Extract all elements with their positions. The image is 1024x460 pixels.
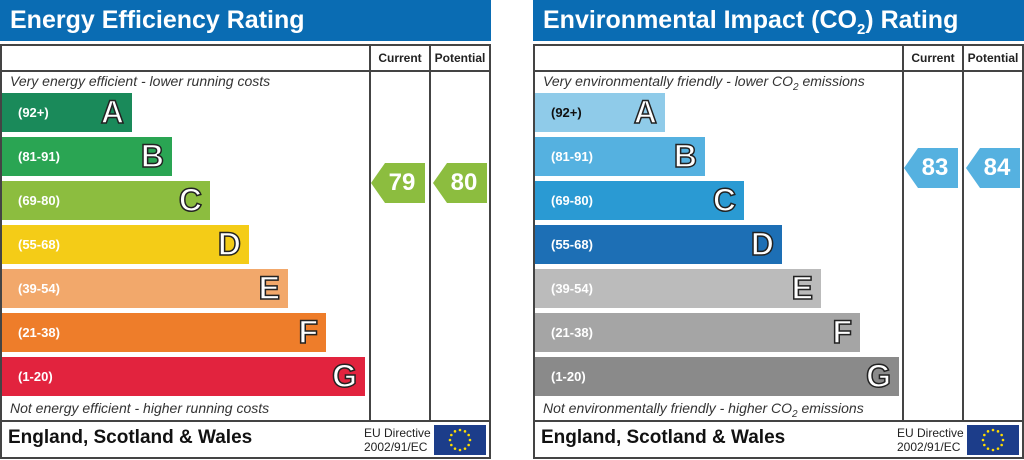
band-range: (21-38)	[18, 325, 60, 340]
directive-number: 2002/91/EC	[897, 440, 961, 454]
energy-rating-panel: Energy Efficiency Rating Current Potential…	[0, 0, 491, 460]
row-divider	[0, 420, 491, 422]
band-letter: C	[178, 181, 203, 219]
band-letter: E	[258, 269, 281, 307]
band-e: (39-54) E	[535, 269, 821, 308]
band-b: (81-91) B	[535, 137, 705, 176]
column-header-potential: Potential	[967, 51, 1019, 65]
current-rating-arrow: 83	[904, 148, 958, 188]
top-caption: Very environmentally friendly - lower CO…	[543, 73, 865, 93]
band-letter: D	[217, 225, 242, 263]
rating-table	[533, 44, 1024, 459]
band-f: (21-38) F	[535, 313, 860, 352]
band-b: (81-91) B	[2, 137, 172, 176]
band-range: (1-20)	[18, 369, 53, 384]
band-letter: A	[633, 93, 658, 131]
row-divider	[0, 70, 491, 72]
eu-flag-icon	[967, 425, 1019, 455]
band-range: (81-91)	[18, 149, 60, 164]
bottom-caption: Not energy efficient - higher running co…	[10, 400, 270, 416]
band-range: (39-54)	[551, 281, 593, 296]
row-divider	[533, 420, 1024, 422]
band-d: (55-68) D	[2, 225, 249, 264]
top-caption: Very energy efficient - lower running co…	[10, 73, 271, 89]
band-range: (69-80)	[18, 193, 60, 208]
band-range: (92+)	[18, 105, 49, 120]
band-range: (69-80)	[551, 193, 593, 208]
eu-directive: EU Directive 2002/91/EC	[897, 426, 964, 454]
band-a: (92+) A	[2, 93, 132, 132]
directive-line: EU Directive	[897, 426, 964, 440]
bottom-caption: Not environmentally friendly - higher CO…	[543, 400, 864, 420]
band-letter: G	[865, 357, 891, 395]
directive-line: EU Directive	[364, 426, 431, 440]
band-letter: A	[100, 93, 125, 131]
panel-title: Energy Efficiency Rating	[0, 0, 491, 41]
co2-rating-panel: Environmental Impact (CO2) Rating Current…	[533, 0, 1024, 460]
eu-flag-icon	[434, 425, 486, 455]
column-divider	[902, 44, 904, 420]
panel-title: Environmental Impact (CO2) Rating	[533, 0, 1024, 41]
band-letter: B	[673, 137, 698, 175]
column-divider	[429, 44, 431, 420]
band-g: (1-20) G	[2, 357, 365, 396]
band-f: (21-38) F	[2, 313, 326, 352]
column-header-current: Current	[378, 51, 422, 65]
band-range: (21-38)	[551, 325, 593, 340]
column-divider	[962, 44, 964, 420]
band-e: (39-54) E	[2, 269, 288, 308]
directive-number: 2002/91/EC	[364, 440, 428, 454]
band-a: (92+) A	[535, 93, 665, 132]
region-label: England, Scotland & Wales	[8, 427, 253, 448]
column-header-potential: Potential	[434, 51, 486, 65]
band-range: (92+)	[551, 105, 582, 120]
band-range: (55-68)	[18, 237, 60, 252]
band-letter: G	[331, 357, 357, 395]
band-letter: E	[791, 269, 814, 307]
band-range: (81-91)	[551, 149, 593, 164]
band-letter: F	[298, 313, 319, 351]
column-header-current: Current	[911, 51, 955, 65]
band-c: (69-80) C	[535, 181, 744, 220]
band-letter: F	[832, 313, 853, 351]
eu-directive: EU Directive 2002/91/EC	[364, 426, 431, 454]
band-g: (1-20) G	[535, 357, 899, 396]
band-c: (69-80) C	[2, 181, 210, 220]
band-letter: D	[750, 225, 775, 263]
band-range: (39-54)	[18, 281, 60, 296]
region-label: England, Scotland & Wales	[541, 427, 786, 448]
row-divider	[533, 70, 1024, 72]
band-d: (55-68) D	[535, 225, 782, 264]
band-range: (1-20)	[551, 369, 586, 384]
band-range: (55-68)	[551, 237, 593, 252]
rating-table	[0, 44, 491, 459]
band-letter: C	[712, 181, 737, 219]
column-divider	[369, 44, 371, 420]
band-letter: B	[140, 137, 165, 175]
